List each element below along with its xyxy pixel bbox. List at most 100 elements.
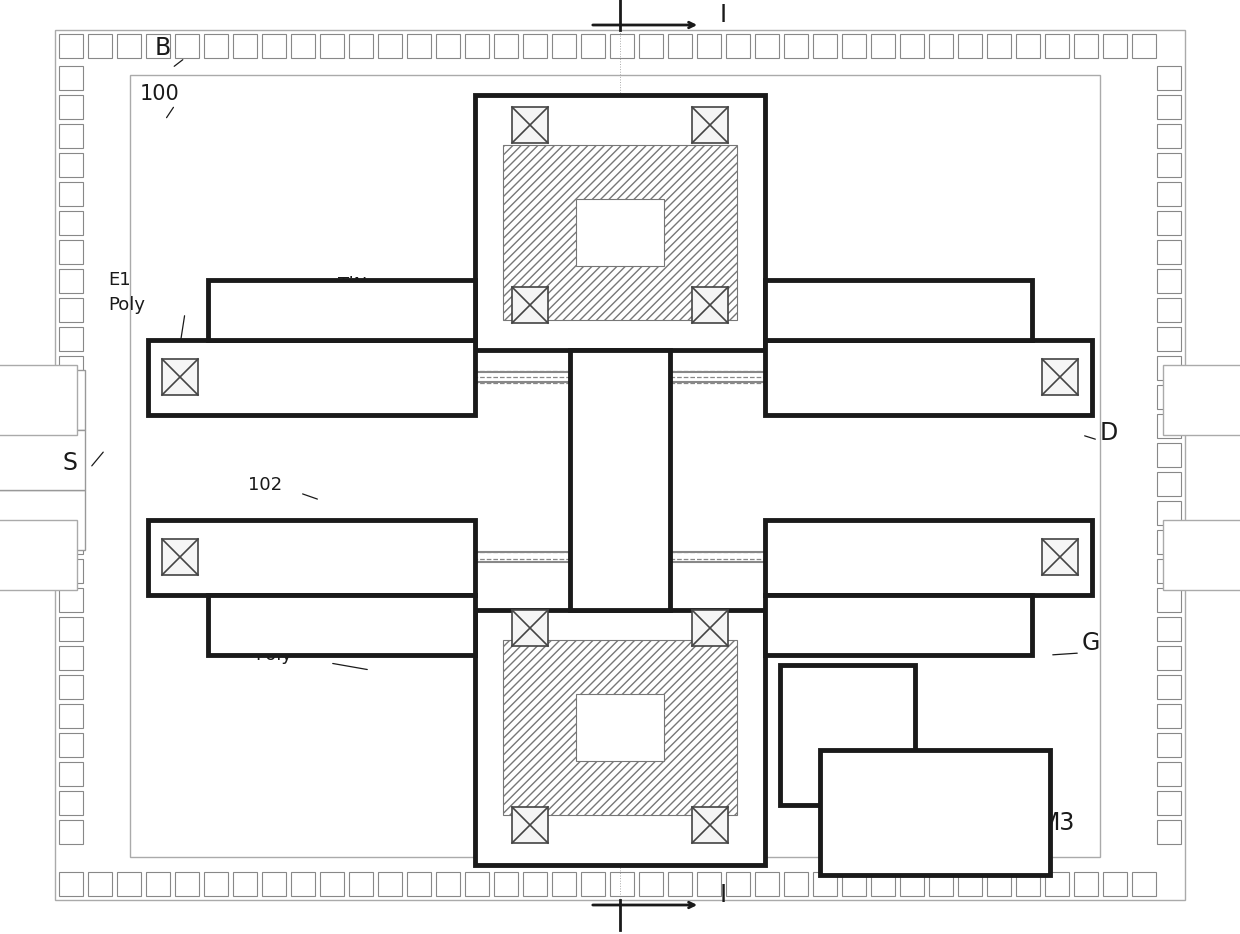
- Bar: [582, 872, 605, 896]
- Bar: [233, 872, 257, 896]
- Bar: [320, 872, 343, 896]
- Bar: [1074, 872, 1097, 896]
- Bar: [60, 472, 83, 496]
- Bar: [1157, 733, 1180, 757]
- Bar: [582, 34, 605, 58]
- Bar: [780, 665, 915, 805]
- Bar: [639, 34, 663, 58]
- Bar: [1157, 298, 1180, 322]
- Bar: [765, 280, 1032, 340]
- Text: TiN: TiN: [339, 276, 367, 294]
- Text: G: G: [1083, 631, 1100, 655]
- Bar: [60, 675, 83, 699]
- Bar: [205, 872, 228, 896]
- Bar: [233, 34, 257, 58]
- Bar: [148, 340, 475, 415]
- Bar: [1157, 414, 1180, 438]
- Bar: [205, 34, 228, 58]
- Bar: [60, 617, 83, 641]
- Bar: [494, 34, 518, 58]
- Bar: [842, 34, 866, 58]
- Bar: [668, 872, 692, 896]
- Bar: [929, 34, 954, 58]
- Bar: [175, 34, 198, 58]
- Bar: [262, 34, 286, 58]
- Bar: [60, 34, 83, 58]
- Bar: [465, 872, 489, 896]
- Bar: [1045, 34, 1069, 58]
- Bar: [1104, 34, 1127, 58]
- Bar: [692, 107, 728, 143]
- Bar: [60, 298, 83, 322]
- Bar: [291, 34, 315, 58]
- Bar: [503, 640, 737, 815]
- Bar: [60, 356, 83, 380]
- Bar: [60, 733, 83, 757]
- Bar: [348, 872, 373, 896]
- Bar: [262, 872, 286, 896]
- Bar: [0, 370, 86, 430]
- Text: M2: M2: [684, 176, 720, 200]
- Bar: [575, 694, 665, 761]
- Bar: [60, 66, 83, 90]
- Bar: [348, 34, 373, 58]
- Bar: [959, 872, 982, 896]
- Bar: [1157, 124, 1180, 148]
- Bar: [60, 385, 83, 409]
- Bar: [475, 610, 765, 865]
- Text: I: I: [720, 3, 727, 27]
- Bar: [1157, 269, 1180, 293]
- Bar: [1157, 153, 1180, 177]
- Bar: [117, 872, 141, 896]
- Bar: [900, 872, 924, 896]
- Bar: [1042, 359, 1078, 395]
- Bar: [987, 34, 1011, 58]
- Bar: [1157, 385, 1180, 409]
- Bar: [60, 327, 83, 351]
- Bar: [697, 34, 720, 58]
- Bar: [60, 95, 83, 119]
- Bar: [1157, 66, 1180, 90]
- Bar: [60, 704, 83, 728]
- Bar: [697, 872, 720, 896]
- Bar: [1045, 872, 1069, 896]
- Bar: [88, 34, 112, 58]
- Text: S: S: [62, 451, 77, 475]
- Bar: [60, 443, 83, 467]
- Bar: [523, 34, 547, 58]
- Bar: [512, 807, 548, 843]
- Text: Poly: Poly: [108, 296, 145, 314]
- Bar: [162, 539, 198, 575]
- Bar: [765, 340, 1092, 415]
- Bar: [175, 872, 198, 896]
- Bar: [1163, 365, 1240, 435]
- Text: 100: 100: [140, 84, 180, 104]
- Bar: [1157, 472, 1180, 496]
- Bar: [1157, 182, 1180, 206]
- Bar: [523, 872, 547, 896]
- Bar: [813, 34, 837, 58]
- Text: I: I: [720, 883, 727, 907]
- Bar: [610, 34, 634, 58]
- Bar: [725, 872, 750, 896]
- Bar: [475, 95, 765, 350]
- Bar: [575, 199, 665, 266]
- Bar: [60, 791, 83, 815]
- Text: 102: 102: [248, 476, 283, 494]
- Bar: [407, 872, 432, 896]
- Bar: [692, 807, 728, 843]
- Bar: [639, 872, 663, 896]
- Bar: [208, 595, 475, 655]
- Bar: [378, 34, 402, 58]
- Bar: [725, 34, 750, 58]
- Bar: [1163, 520, 1240, 590]
- Bar: [765, 595, 1032, 655]
- Bar: [0, 520, 77, 590]
- Bar: [1132, 872, 1156, 896]
- Bar: [436, 34, 460, 58]
- Bar: [503, 145, 737, 320]
- Bar: [60, 240, 83, 264]
- Bar: [512, 287, 548, 323]
- Bar: [1132, 34, 1156, 58]
- Bar: [692, 287, 728, 323]
